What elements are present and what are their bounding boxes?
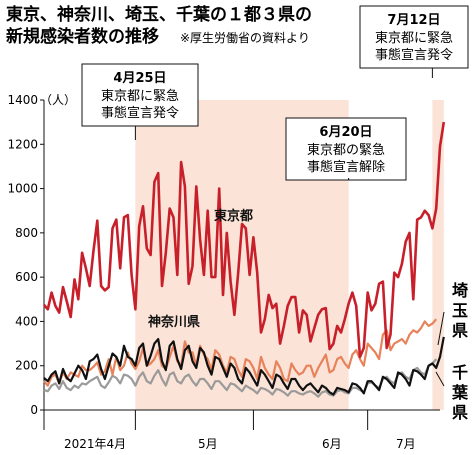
- x-label-jul: 7月: [396, 437, 416, 451]
- label-tokyo: 東京都: [214, 208, 253, 224]
- annotation-line-2-0: 東京都に緊急: [375, 30, 453, 46]
- label-kanagawa: 神奈川県: [148, 314, 200, 330]
- annotations: 4月25日東京都に緊急事態宣言発令6月20日東京都の緊急事態宣言解除7月12日東…: [81, 5, 469, 181]
- emergency-band-1: [432, 100, 444, 410]
- axes: 0 200 400 600 800 1000 1200 1400: [7, 93, 440, 430]
- label-saitama-group: 埼 玉 県: [452, 281, 468, 340]
- y-tick-label-7: 1400: [7, 93, 38, 107]
- y-tick-label-6: 1200: [7, 137, 38, 151]
- label-saitama-ch2: 玉: [452, 301, 468, 320]
- annotation-box-0: [81, 63, 199, 127]
- label-chiba-ch3: 県: [452, 403, 468, 422]
- y-unit-label: （人）: [40, 93, 76, 107]
- y-tick-label-2: 400: [15, 314, 38, 328]
- x-label-apr: 2021年4月: [64, 437, 126, 451]
- label-saitama-ch3: 県: [452, 321, 468, 340]
- annotation-box-2: [359, 5, 469, 69]
- label-chiba-group: 千 葉 県: [451, 363, 469, 422]
- chiba-leader: [435, 371, 445, 387]
- y-tick-label-0: 0: [30, 403, 38, 417]
- series-line-0: [43, 121, 446, 359]
- x-label-jun: 6月: [322, 437, 342, 451]
- label-chiba-ch1: 千: [452, 363, 468, 382]
- series-line-1: [43, 336, 445, 396]
- label-saitama-ch1: 埼: [452, 281, 468, 300]
- saitama-leader: [437, 311, 445, 346]
- y-tick-label-5: 1000: [7, 182, 38, 196]
- annotation-line-0-0: 東京都に緊急: [101, 88, 179, 104]
- x-label-may: 5月: [198, 437, 218, 451]
- y-tick-label-3: 600: [15, 270, 38, 284]
- annotation-date-2: 7月12日: [387, 13, 440, 28]
- annotation-line-1-1: 事態宣言解除: [307, 159, 385, 175]
- series-group: [43, 121, 446, 398]
- series-line-3: [43, 358, 438, 398]
- y-tick-label-1: 200: [15, 359, 38, 373]
- annotation-line-2-1: 事態宣言発令: [375, 47, 453, 63]
- source-note: ※厚生労働省の資料より: [180, 31, 310, 45]
- annotation-line-1-0: 東京都の緊急: [307, 142, 385, 158]
- annotation-box-1: [285, 117, 407, 181]
- y-tick-label-4: 800: [15, 226, 38, 240]
- label-chiba-ch2: 葉: [451, 383, 469, 402]
- annotation-line-0-1: 事態宣言発令: [101, 105, 179, 121]
- chart-title-line-1: 東京、神奈川、埼玉、千葉の１都３県の: [6, 4, 312, 25]
- annotation-date-1: 6月20日: [319, 125, 372, 140]
- chart-title-line-2: 新規感染者数の推移: [6, 26, 159, 47]
- annotation-date-0: 4月25日: [113, 71, 166, 86]
